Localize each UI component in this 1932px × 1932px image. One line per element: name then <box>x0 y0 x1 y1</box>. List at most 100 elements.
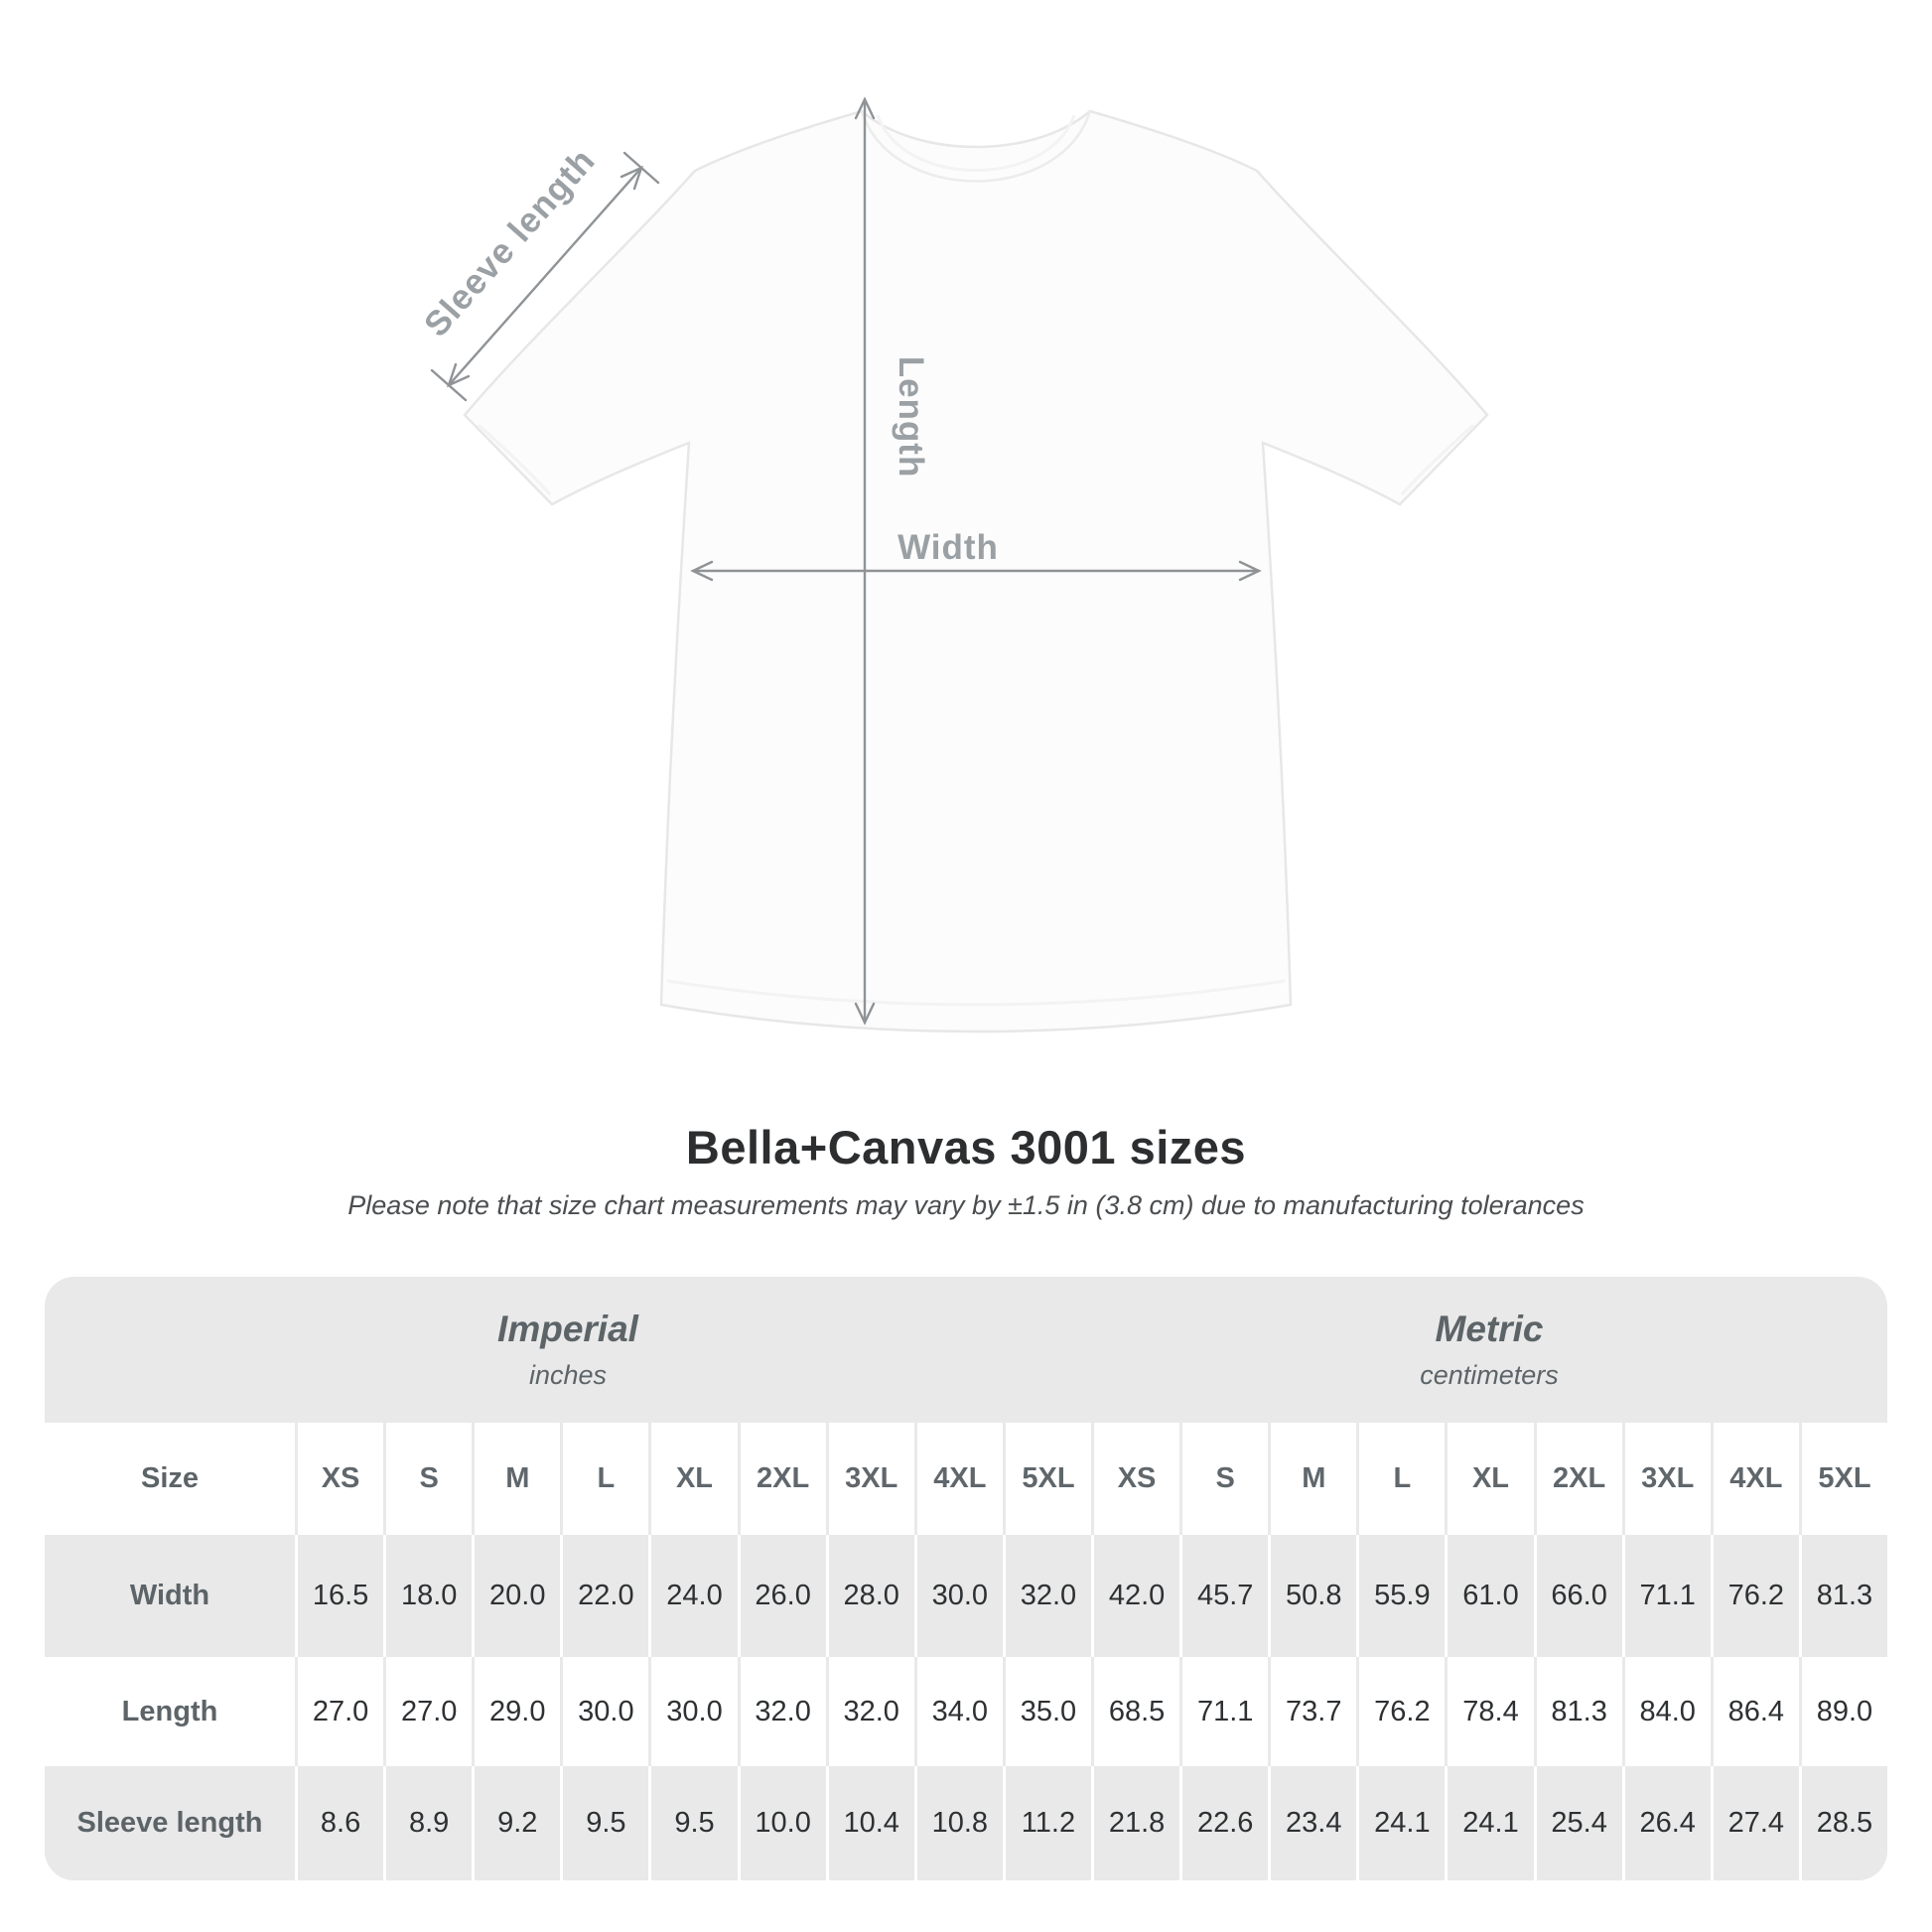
value-cell-imperial: 30.0 <box>560 1657 649 1766</box>
value-cell-imperial: 11.2 <box>1002 1766 1091 1880</box>
value-cell-imperial: 35.0 <box>1002 1657 1091 1766</box>
size-table: Imperial inches Metric centimeters Size … <box>45 1277 1887 1880</box>
size-header-metric: L <box>1356 1423 1446 1535</box>
size-header-metric: 3XL <box>1621 1423 1711 1535</box>
size-header-imperial: L <box>560 1423 649 1535</box>
size-row-label: Size <box>45 1423 295 1535</box>
value-cell-imperial: 32.0 <box>1002 1535 1091 1657</box>
value-cell-metric: 45.7 <box>1179 1535 1269 1657</box>
size-header-metric: 2XL <box>1533 1423 1622 1535</box>
width-row-label: Width <box>45 1535 295 1657</box>
width-label: Width <box>897 528 999 567</box>
value-cell-imperial: 32.0 <box>825 1657 914 1766</box>
value-cell-metric: 78.4 <box>1445 1657 1534 1766</box>
value-cell-imperial: 34.0 <box>913 1657 1003 1766</box>
value-cell-metric: 24.1 <box>1356 1766 1446 1880</box>
value-cell-metric: 71.1 <box>1179 1657 1269 1766</box>
value-cell-imperial: 29.0 <box>472 1657 561 1766</box>
collar-inner-seam <box>876 114 1076 172</box>
value-cell-imperial: 32.0 <box>737 1657 826 1766</box>
value-cell-imperial: 10.8 <box>913 1766 1003 1880</box>
metric-section-title: Metric <box>1435 1309 1544 1349</box>
value-cell-imperial: 16.5 <box>295 1535 384 1657</box>
right-sleeve-seam <box>1400 423 1475 495</box>
value-cell-metric: 23.4 <box>1268 1766 1357 1880</box>
sleeve-length-dimension-arrow <box>430 151 660 402</box>
size-header-metric: S <box>1179 1423 1269 1535</box>
value-cell-metric: 27.4 <box>1710 1766 1799 1880</box>
value-cell-metric: 66.0 <box>1533 1535 1622 1657</box>
length-row: Length 27.0 27.0 29.0 30.0 30.0 32.0 32.0 34.0 3… <box>45 1657 1887 1766</box>
metric-section-header: Metric centimeters <box>1091 1277 1887 1423</box>
value-cell-imperial: 18.0 <box>383 1535 473 1657</box>
value-cell-imperial: 20.0 <box>472 1535 561 1657</box>
imperial-section-unit: inches <box>528 1360 608 1390</box>
value-cell-imperial: 10.4 <box>825 1766 914 1880</box>
size-header-metric: 5XL <box>1798 1423 1887 1535</box>
value-cell-metric: 76.2 <box>1356 1657 1446 1766</box>
value-cell-imperial: 27.0 <box>383 1657 473 1766</box>
size-header-imperial: M <box>472 1423 561 1535</box>
value-cell-imperial: 30.0 <box>648 1657 738 1766</box>
value-cell-imperial: 24.0 <box>648 1535 738 1657</box>
size-header-imperial: 4XL <box>913 1423 1003 1535</box>
size-header-metric: M <box>1268 1423 1357 1535</box>
value-cell-metric: 68.5 <box>1091 1657 1180 1766</box>
page-subtitle: Please note that size chart measurements… <box>347 1190 1585 1220</box>
size-header-imperial: 5XL <box>1002 1423 1091 1535</box>
size-header-metric: XL <box>1445 1423 1534 1535</box>
collar-seam <box>860 110 1092 183</box>
value-cell-imperial: 28.0 <box>825 1535 914 1657</box>
value-cell-metric: 50.8 <box>1268 1535 1357 1657</box>
size-header-metric: XS <box>1091 1423 1180 1535</box>
left-sleeve-seam <box>477 423 552 495</box>
size-header-row: Size XS S M L XL 2XL 3XL 4XL 5XL XS S M L XL 2XL 3XL 4XL… <box>45 1423 1887 1535</box>
value-cell-metric: 84.0 <box>1621 1657 1711 1766</box>
value-cell-metric: 81.3 <box>1533 1657 1622 1766</box>
value-cell-metric: 28.5 <box>1798 1766 1887 1880</box>
value-cell-imperial: 8.6 <box>295 1766 384 1880</box>
title-block: Bella+Canvas 3001 sizes Please note that… <box>0 1120 1932 1221</box>
length-label: Length <box>892 356 930 479</box>
value-cell-metric: 55.9 <box>1356 1535 1446 1657</box>
value-cell-metric: 73.7 <box>1268 1657 1357 1766</box>
value-cell-metric: 86.4 <box>1710 1657 1799 1766</box>
sleeve-length-row-label: Sleeve length <box>45 1766 295 1880</box>
value-cell-imperial: 9.5 <box>648 1766 738 1880</box>
value-cell-metric: 76.2 <box>1710 1535 1799 1657</box>
value-cell-imperial: 27.0 <box>295 1657 384 1766</box>
length-dimension-arrow <box>854 96 876 1026</box>
value-cell-metric: 25.4 <box>1533 1766 1622 1880</box>
width-row: Width 16.5 18.0 20.0 22.0 24.0 26.0 28.0 30.0 32… <box>45 1535 1887 1657</box>
size-header-imperial: XS <box>295 1423 384 1535</box>
unit-header-row: Imperial inches Metric centimeters <box>45 1277 1887 1423</box>
value-cell-metric: 21.8 <box>1091 1766 1180 1880</box>
size-header-imperial: S <box>383 1423 473 1535</box>
value-cell-metric: 61.0 <box>1445 1535 1534 1657</box>
value-cell-metric: 89.0 <box>1798 1657 1887 1766</box>
value-cell-imperial: 30.0 <box>913 1535 1003 1657</box>
value-cell-metric: 81.3 <box>1798 1535 1887 1657</box>
value-cell-metric: 22.6 <box>1179 1766 1269 1880</box>
width-dimension-arrow <box>690 560 1262 582</box>
value-cell-imperial: 22.0 <box>560 1535 649 1657</box>
sleeve-length-row: Sleeve length 8.6 8.9 9.2 9.5 9.5 10.0 10.4 10.… <box>45 1766 1887 1880</box>
size-header-imperial: 3XL <box>825 1423 914 1535</box>
value-cell-imperial: 9.5 <box>560 1766 649 1880</box>
page-title: Bella+Canvas 3001 sizes <box>685 1121 1247 1173</box>
imperial-section-title: Imperial <box>497 1309 638 1349</box>
value-cell-metric: 42.0 <box>1091 1535 1180 1657</box>
tshirt-measurement-diagram: Length Width Sleeve length <box>417 96 1489 1034</box>
value-cell-metric: 24.1 <box>1445 1766 1534 1880</box>
value-cell-imperial: 9.2 <box>472 1766 561 1880</box>
length-row-label: Length <box>45 1657 295 1766</box>
value-cell-imperial: 26.0 <box>737 1535 826 1657</box>
value-cell-metric: 71.1 <box>1621 1535 1711 1657</box>
imperial-section-header: Imperial inches <box>45 1277 1091 1423</box>
value-cell-metric: 26.4 <box>1621 1766 1711 1880</box>
value-cell-imperial: 10.0 <box>737 1766 826 1880</box>
size-header-imperial: 2XL <box>737 1423 826 1535</box>
size-header-imperial: XL <box>648 1423 738 1535</box>
size-header-metric: 4XL <box>1710 1423 1799 1535</box>
